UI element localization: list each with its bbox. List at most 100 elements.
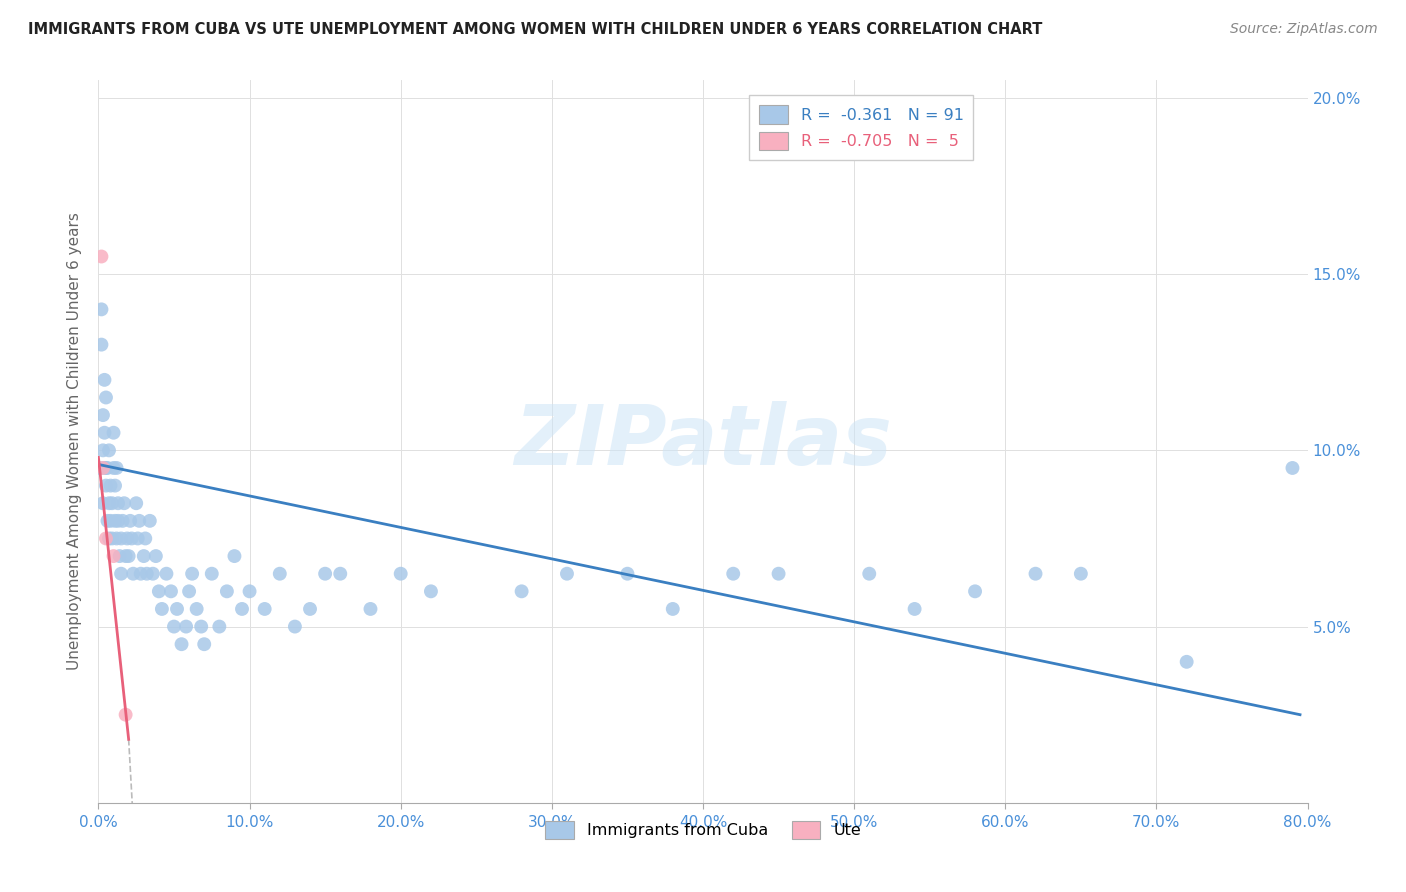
Point — [148, 584, 170, 599]
Point — [100, 478, 122, 492]
Point — [160, 584, 183, 599]
Point — [93, 425, 115, 440]
Point — [510, 584, 533, 599]
Point — [329, 566, 352, 581]
Point — [127, 532, 149, 546]
Point — [389, 566, 412, 581]
Point — [904, 602, 927, 616]
Point — [110, 566, 132, 581]
Point — [100, 514, 122, 528]
Point — [105, 532, 128, 546]
Point — [108, 549, 131, 563]
Point — [190, 619, 212, 633]
Point — [299, 602, 322, 616]
Point — [91, 408, 114, 422]
Point — [201, 566, 224, 581]
Point — [101, 532, 124, 546]
Point — [193, 637, 215, 651]
Point — [555, 566, 578, 581]
Point — [96, 461, 118, 475]
Point — [104, 514, 127, 528]
Point — [98, 532, 121, 546]
Point — [104, 478, 127, 492]
Point — [98, 496, 121, 510]
Point — [139, 514, 162, 528]
Point — [93, 461, 115, 475]
Point — [135, 566, 157, 581]
Point — [105, 461, 128, 475]
Point — [114, 549, 136, 563]
Point — [98, 443, 121, 458]
Point — [145, 549, 167, 563]
Point — [163, 619, 186, 633]
Y-axis label: Unemployment Among Women with Children Under 6 years: Unemployment Among Women with Children U… — [67, 212, 83, 671]
Point — [1281, 461, 1303, 475]
Point — [181, 566, 204, 581]
Point — [132, 549, 155, 563]
Point — [965, 584, 987, 599]
Point — [121, 532, 143, 546]
Point — [111, 514, 134, 528]
Point — [115, 532, 138, 546]
Point — [314, 566, 336, 581]
Point — [94, 532, 117, 546]
Point — [231, 602, 253, 616]
Point — [360, 602, 382, 616]
Point — [215, 584, 238, 599]
Point — [661, 602, 683, 616]
Point — [90, 250, 112, 264]
Point — [174, 619, 197, 633]
Text: ZIPatlas: ZIPatlas — [515, 401, 891, 482]
Point — [103, 461, 125, 475]
Point — [90, 302, 112, 317]
Point — [128, 514, 150, 528]
Point — [94, 391, 117, 405]
Point — [186, 602, 208, 616]
Legend: Immigrants from Cuba, Ute: Immigrants from Cuba, Ute — [538, 814, 868, 846]
Point — [239, 584, 262, 599]
Point — [114, 707, 136, 722]
Point — [118, 549, 141, 563]
Point — [112, 496, 135, 510]
Point — [94, 461, 117, 475]
Point — [1070, 566, 1092, 581]
Point — [269, 566, 291, 581]
Point — [420, 584, 443, 599]
Point — [96, 514, 118, 528]
Point — [103, 549, 125, 563]
Point — [103, 425, 125, 440]
Point — [94, 478, 117, 492]
Point — [768, 566, 790, 581]
Point — [107, 514, 129, 528]
Text: Source: ZipAtlas.com: Source: ZipAtlas.com — [1230, 22, 1378, 37]
Point — [107, 496, 129, 510]
Point — [616, 566, 638, 581]
Point — [150, 602, 173, 616]
Point — [134, 532, 156, 546]
Point — [253, 602, 276, 616]
Point — [1175, 655, 1198, 669]
Point — [858, 566, 880, 581]
Point — [166, 602, 188, 616]
Point — [93, 373, 115, 387]
Point — [91, 443, 114, 458]
Point — [91, 496, 114, 510]
Point — [101, 496, 124, 510]
Point — [208, 619, 231, 633]
Point — [1024, 566, 1046, 581]
Point — [125, 496, 148, 510]
Point — [110, 532, 132, 546]
Point — [122, 566, 145, 581]
Point — [179, 584, 201, 599]
Point — [90, 337, 112, 351]
Point — [224, 549, 246, 563]
Point — [155, 566, 177, 581]
Point — [129, 566, 152, 581]
Point — [170, 637, 193, 651]
Point — [284, 619, 307, 633]
Point — [89, 461, 111, 475]
Text: IMMIGRANTS FROM CUBA VS UTE UNEMPLOYMENT AMONG WOMEN WITH CHILDREN UNDER 6 YEARS: IMMIGRANTS FROM CUBA VS UTE UNEMPLOYMENT… — [28, 22, 1042, 37]
Point — [91, 461, 114, 475]
Point — [723, 566, 745, 581]
Point — [120, 514, 142, 528]
